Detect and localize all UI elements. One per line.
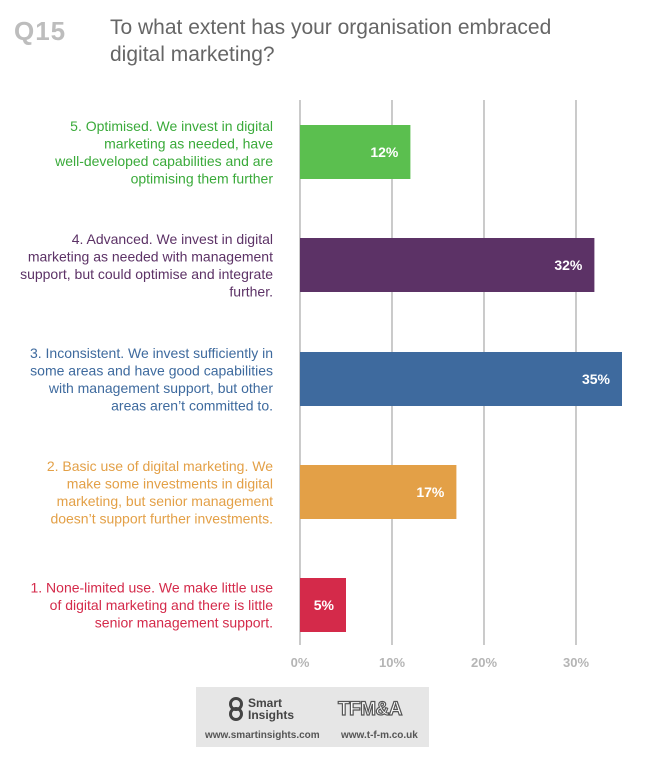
category-label-line: 4. Advanced. We invest in digital (72, 231, 273, 247)
tfma-logo: TFM&A (337, 698, 403, 720)
category-label-line: marketing as needed with management (28, 248, 273, 264)
category-label-line: areas aren’t committed to. (111, 397, 273, 413)
bar-chart: 0% 10% 20% 30% 12% 5. Optimised. We invest in… (20, 100, 622, 670)
category-label-line: 3. Inconsistent. We invest sufficiently … (30, 345, 273, 361)
bar (300, 352, 622, 406)
category-label: 1. None-limited use. We make little use o… (30, 580, 273, 631)
category-label-line: with management support, but other (48, 380, 273, 396)
category-label-line: of digital marketing and there is little (50, 597, 274, 613)
x-tick-label: 10% (379, 655, 405, 670)
question-title: To what extent has your organisation emb… (110, 16, 552, 66)
category-label: 3. Inconsistent. We invest sufficiently … (30, 345, 273, 414)
tfma-url[interactable]: www.t-f-m.co.uk (341, 730, 418, 741)
category-label-line: senior management support. (95, 615, 273, 631)
x-tick-label: 30% (563, 655, 589, 670)
category-label-line: marketing, but senior management (57, 493, 273, 509)
smart-insights-icon (229, 697, 243, 721)
category-label-line: some areas and have good capabilities (30, 362, 273, 378)
smart-insights-url[interactable]: www.smartinsights.com (205, 730, 320, 741)
category-label: 5. Optimised. We invest in digital market… (54, 118, 273, 187)
smart-insights-line2: Insights (248, 708, 295, 722)
category-label-line: optimising them further (131, 170, 274, 186)
category-label-line: 2. Basic use of digital marketing. We (47, 458, 273, 474)
footer-logos: Smart Insights TFM&A www.smartinsights.c… (196, 687, 429, 747)
data-label: 12% (370, 144, 399, 160)
category-label: 2. Basic use of digital marketing. We mak… (47, 458, 273, 527)
category-label-line: 5. Optimised. We invest in digital (70, 118, 273, 134)
category-label-line: doesn’t support further investments. (50, 510, 273, 526)
category-label-line: marketing as needed, have (104, 135, 273, 151)
category-label: 4. Advanced. We invest in digital marketi… (20, 231, 273, 300)
category-label-line: support, but could optimise and integrat… (20, 266, 273, 282)
data-label: 32% (554, 257, 583, 273)
x-tick-label: 20% (471, 655, 497, 670)
x-tick-label: 0% (291, 655, 310, 670)
bar (300, 465, 457, 519)
bar (300, 125, 411, 179)
bar (300, 578, 346, 632)
smart-insights-logo: Smart Insights (228, 695, 298, 723)
category-label-line: well-developed capabilities and are (54, 153, 273, 169)
category-label-line: further. (229, 283, 273, 299)
category-label-line: make some investments in digital (67, 475, 273, 491)
data-label: 35% (582, 371, 611, 387)
data-label: 5% (314, 597, 335, 613)
data-label: 17% (416, 484, 445, 500)
smart-insights-line1: Smart (248, 696, 283, 710)
bar (300, 238, 595, 292)
question-number: Q15 (14, 16, 67, 46)
category-label-line: 1. None-limited use. We make little use (30, 580, 273, 596)
